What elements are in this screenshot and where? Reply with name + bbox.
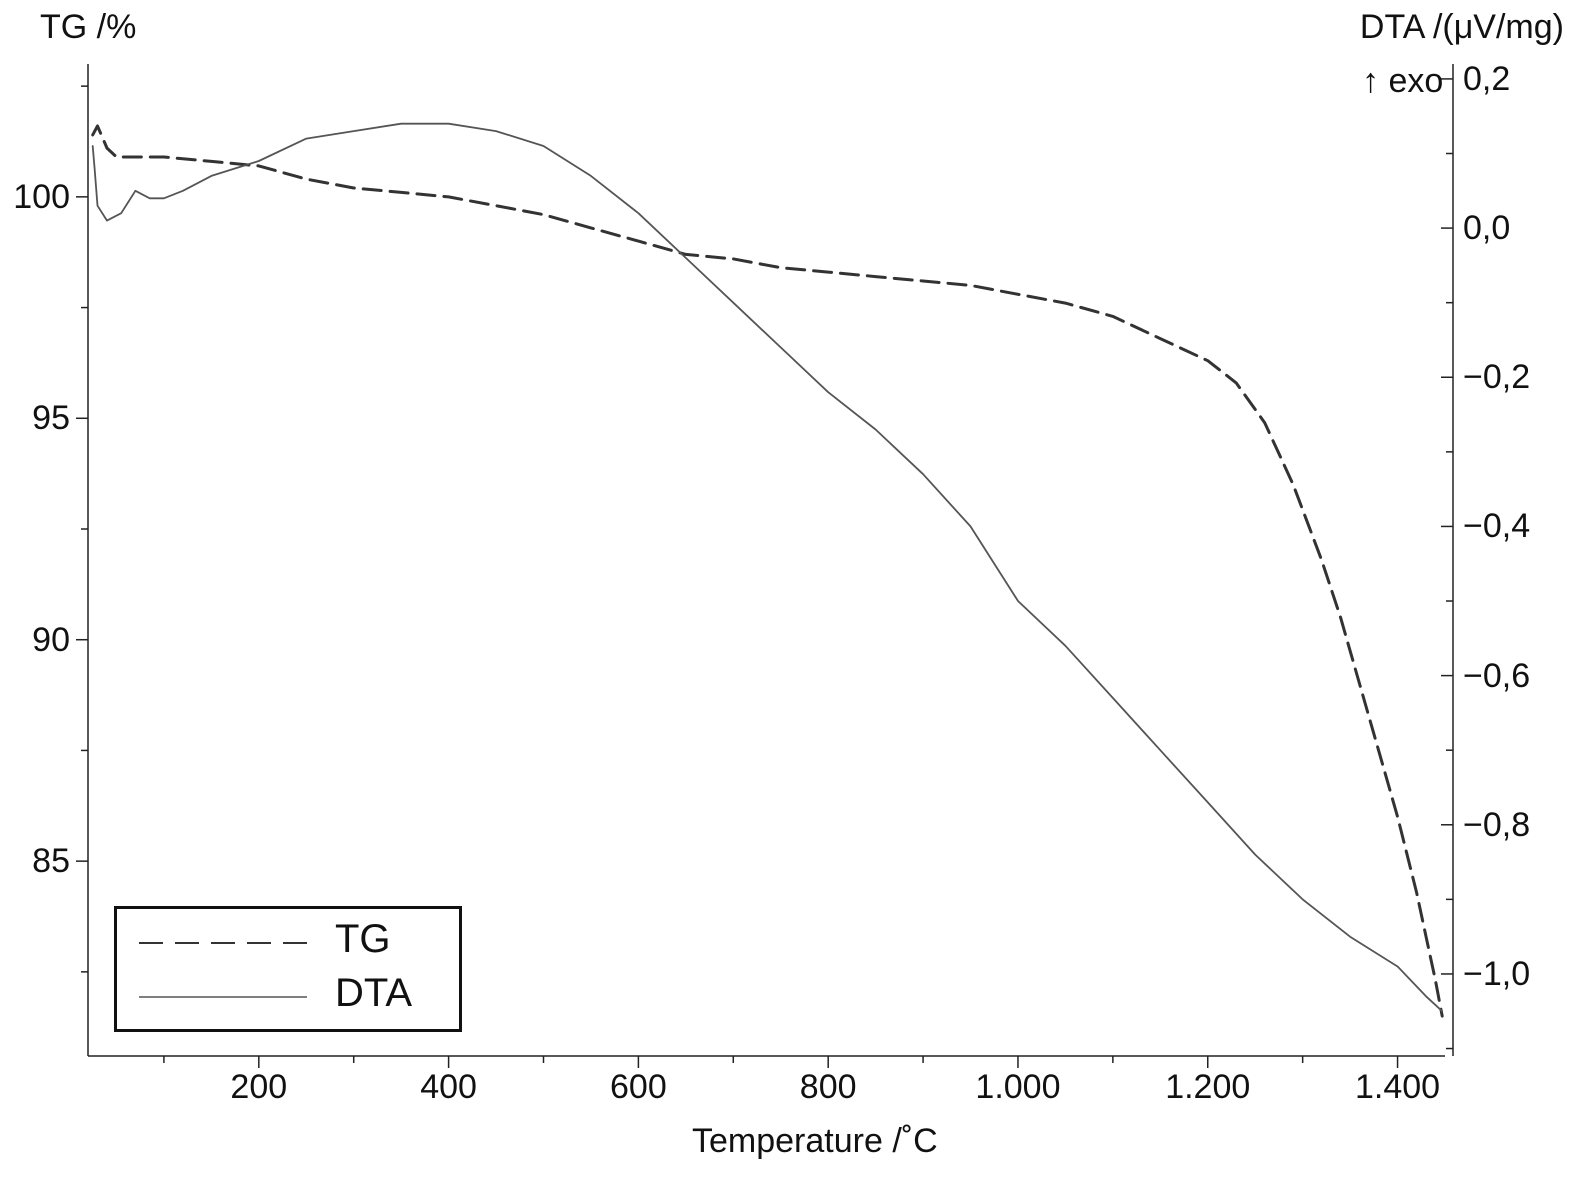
left-tick-label: 90: [32, 620, 70, 659]
x-tick-label: 1.200: [1165, 1068, 1251, 1106]
right-axis-title: DTA /(μV/mg): [1359, 8, 1564, 46]
right-tick-label: −0,4: [1463, 507, 1531, 546]
right-axis-sublabel: ↑ exo: [1362, 62, 1444, 100]
legend: TG DTA: [114, 906, 462, 1032]
left-axis-title: TG /%: [40, 8, 137, 46]
left-tick-label: 95: [32, 399, 70, 438]
right-tick-label: −0,6: [1463, 656, 1531, 695]
x-tick-label: 1.400: [1355, 1068, 1441, 1106]
x-axis-title: Temperature /˚C: [692, 1122, 938, 1160]
x-tick-label: 400: [420, 1068, 477, 1106]
x-tick-label: 800: [799, 1068, 857, 1106]
right-tick-label: 0,2: [1463, 59, 1511, 98]
series-tg-line: [91, 124, 1444, 1018]
axes: [76, 64, 1454, 1068]
right-tick-label: −1,0: [1463, 954, 1531, 993]
right-tick-label: −0,2: [1463, 358, 1531, 397]
x-tick-label: 1.000: [975, 1068, 1061, 1106]
legend-tg-label: TG: [335, 917, 391, 961]
right-tick-label: 0,0: [1463, 209, 1511, 248]
series-dta-line: [91, 122, 1444, 1013]
series-layer: [91, 122, 1444, 1018]
legend-swatches: [139, 942, 307, 998]
left-tick-label: 100: [13, 177, 70, 216]
x-tick-label: 600: [610, 1068, 667, 1106]
left-tick-label: 85: [32, 842, 70, 881]
legend-dta-label: DTA: [335, 971, 413, 1015]
right-tick-label: −0,8: [1463, 805, 1531, 844]
x-tick-label: 200: [230, 1068, 288, 1106]
